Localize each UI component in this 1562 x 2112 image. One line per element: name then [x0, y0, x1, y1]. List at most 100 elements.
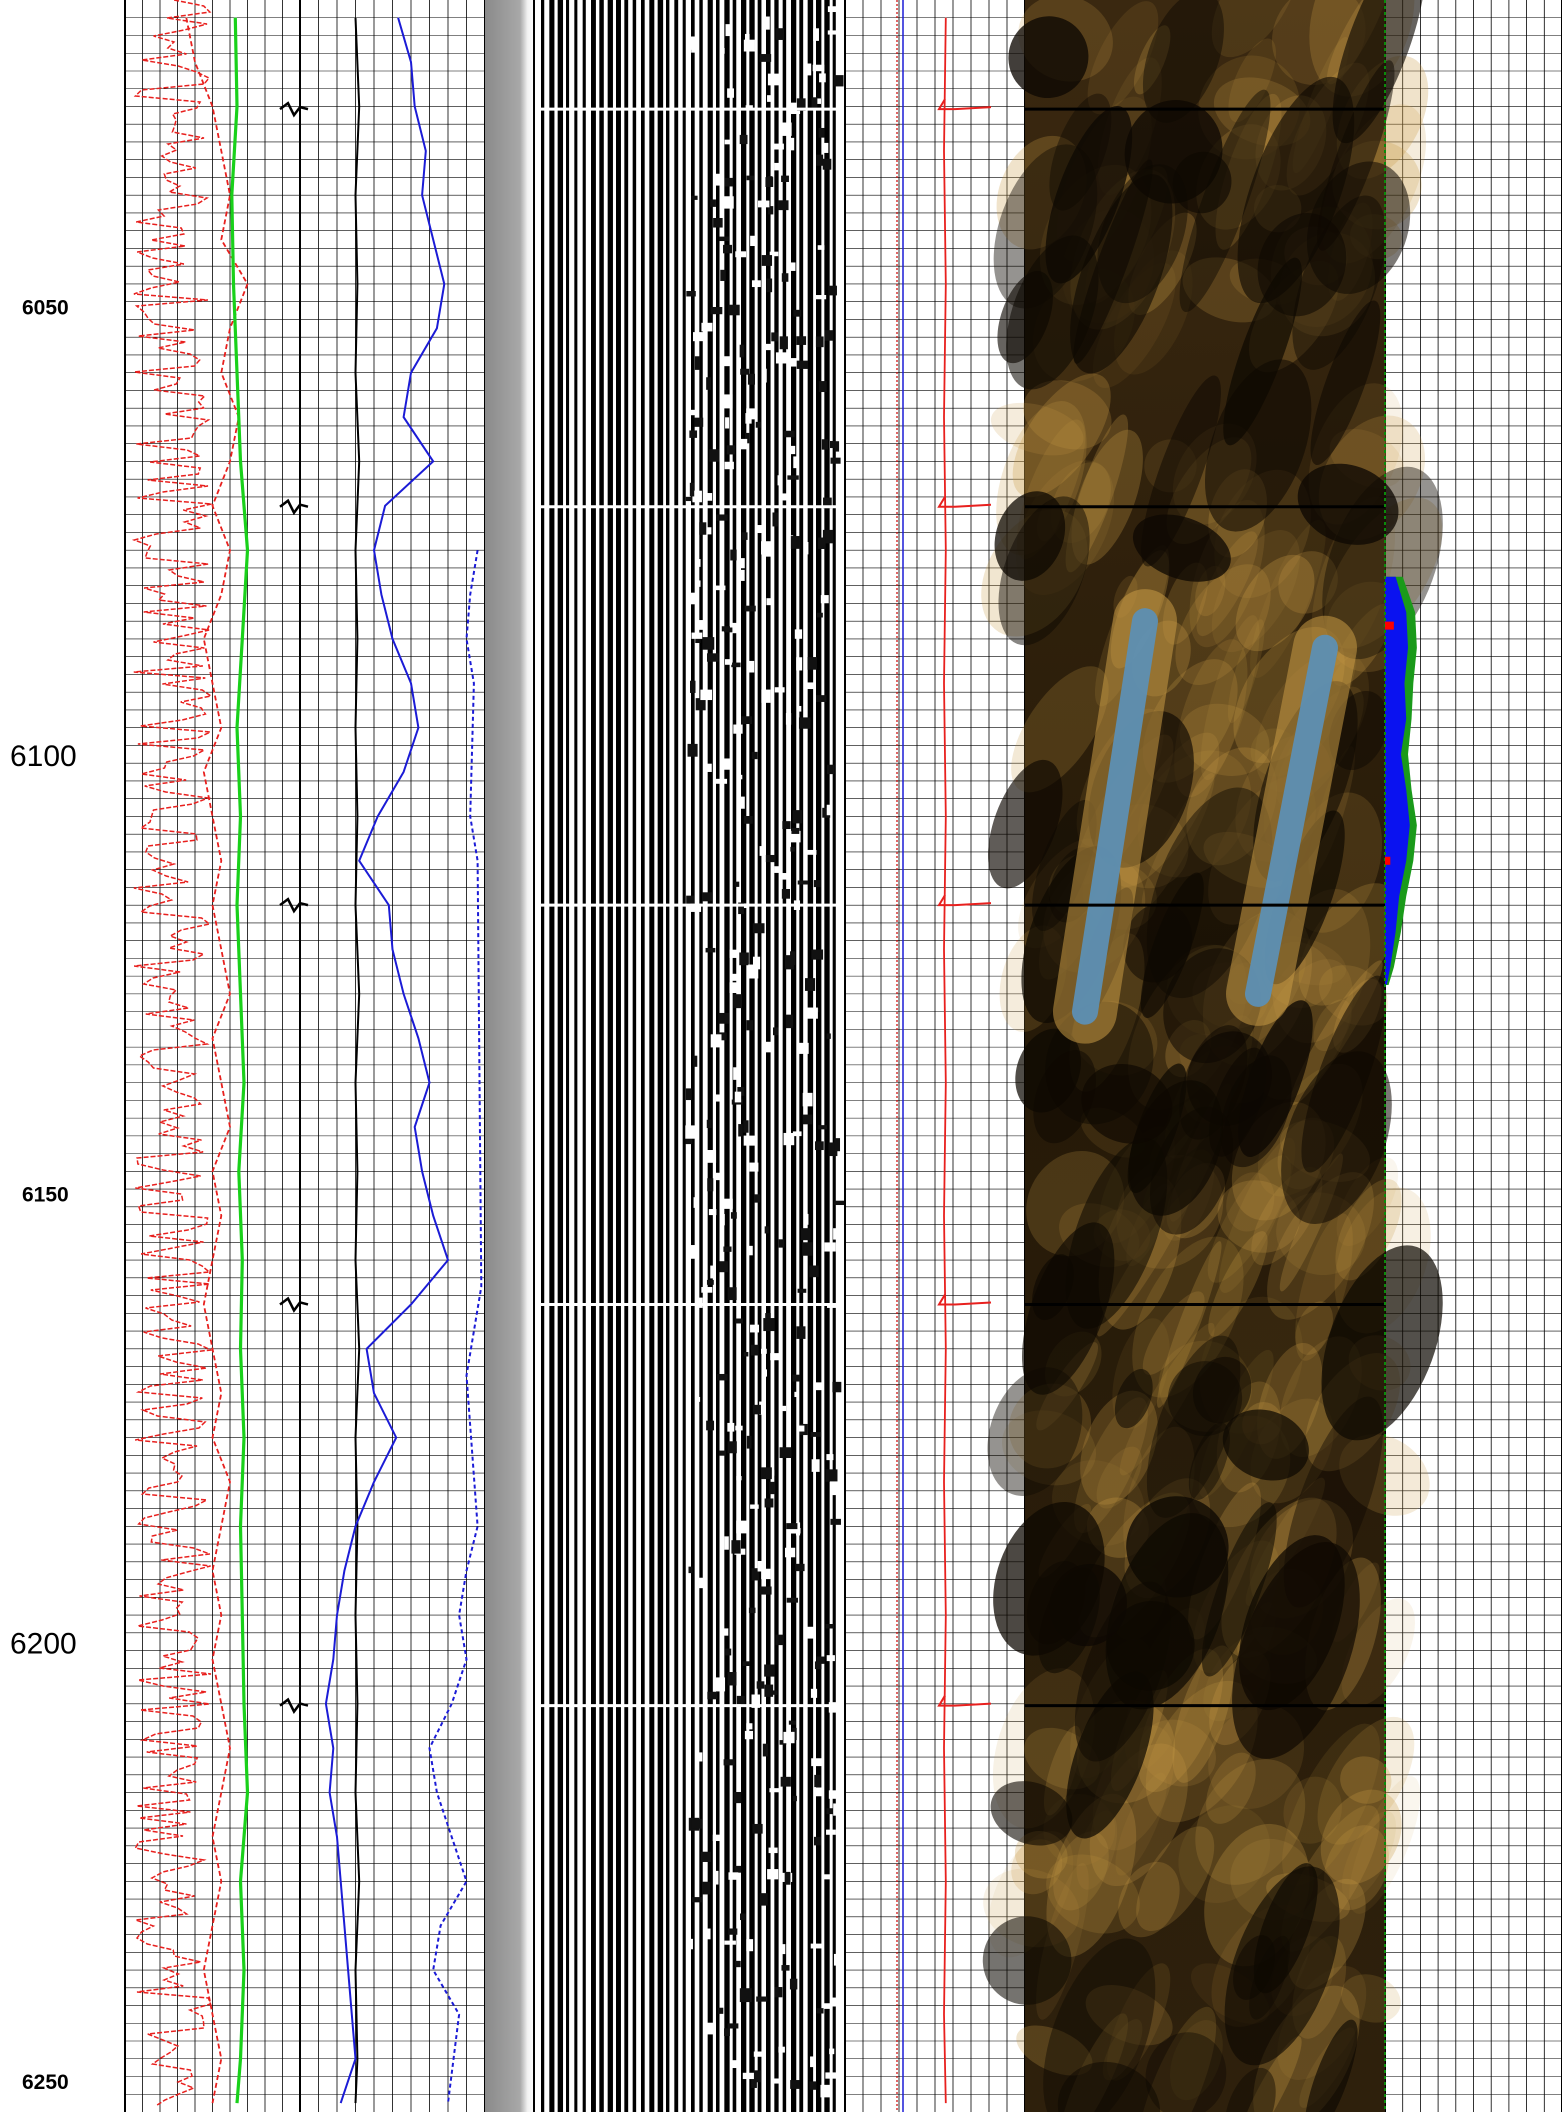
waveform-noise	[736, 1476, 742, 1481]
waveform-noise	[788, 358, 797, 367]
waveform-noise	[764, 1664, 775, 1677]
depth-label: 6150	[22, 1184, 69, 1207]
waveform-noise	[765, 1313, 771, 1319]
waveform-noise	[717, 1373, 728, 1381]
depth-labels: 6050 6100 6150 6200 6250	[10, 296, 77, 2094]
waveform-noise	[826, 1454, 834, 1461]
waveform-noise	[715, 585, 726, 591]
waveform-stripe	[774, 0, 779, 2112]
waveform-stripe	[599, 0, 604, 2112]
waveform-noise	[823, 1874, 831, 1880]
waveform-noise	[689, 430, 698, 438]
waveform-noise	[695, 580, 701, 587]
waveform-noise	[820, 2084, 832, 2098]
waveform-noise	[706, 377, 711, 390]
waveform-noise	[705, 947, 716, 953]
image-dark-patch	[1008, 16, 1089, 99]
waveform-noise	[779, 1740, 787, 1745]
image-dark-patch	[1142, 0, 1224, 123]
waveform-noise	[792, 810, 803, 824]
waveform-noise	[771, 1690, 778, 1695]
waveform-noise	[790, 2080, 800, 2089]
waveform-noise	[829, 1481, 841, 1496]
waveform-noise	[736, 1695, 745, 1705]
waveform-noise	[715, 1172, 725, 1181]
waveform-noise	[806, 849, 817, 855]
waveform-noise	[696, 1752, 703, 1762]
waveform-noise	[738, 558, 745, 569]
waveform-noise	[738, 902, 744, 915]
waveform-noise	[733, 724, 743, 734]
image-bright-patch	[1250, 519, 1326, 678]
waveform-noise	[784, 1871, 791, 1885]
waveform-noise	[736, 438, 748, 450]
waveform-noise	[788, 1720, 796, 1725]
image-dark-patch	[1304, 2019, 1358, 2112]
waveform-noise	[706, 653, 719, 662]
waveform-noise	[807, 657, 817, 670]
waveform-noise	[746, 1723, 753, 1730]
image-bright-patch	[1179, 703, 1270, 776]
waveform-noise	[786, 1597, 798, 1603]
image-dip-highlight	[1245, 634, 1338, 1007]
waveform-noise	[815, 336, 824, 348]
image-bright-patch	[1115, 1772, 1167, 1876]
image-bright-patch	[1001, 1410, 1097, 1486]
image-bright-patch	[1172, 1645, 1234, 1783]
waveform-noise	[739, 344, 745, 358]
waveform-noise	[832, 1381, 842, 1393]
image-bright-patch	[1341, 1811, 1396, 1900]
waveform-stripe	[649, 0, 655, 2112]
waveform-noise	[740, 569, 745, 581]
waveform-noise	[731, 662, 741, 668]
image-dark-patch	[1043, 1938, 1156, 2112]
waveform-noise	[797, 880, 809, 885]
waveform-stripe	[749, 0, 755, 2112]
image-bright-patch	[1277, 1966, 1367, 2080]
waveform-noise	[719, 236, 729, 242]
waveform-noise	[778, 1239, 785, 1248]
waveform-noise	[733, 1067, 740, 1080]
image-bright-patch	[1085, 1985, 1173, 2046]
image-dark-patch	[997, 270, 1053, 364]
waveform-noise	[781, 888, 791, 899]
waveform-noise	[802, 1242, 813, 1256]
waveform-noise	[725, 1648, 732, 1656]
waveform-noise	[744, 1730, 754, 1740]
waveform-noise	[826, 804, 832, 816]
image-bright-patch	[1175, 564, 1271, 685]
waveform-noise	[828, 1790, 841, 1799]
waveform-noise	[830, 457, 841, 464]
image-bright-patch	[1050, 462, 1111, 543]
waveform-noise	[702, 637, 715, 650]
histogram-blue-area	[1385, 576, 1410, 986]
image-bright-patch	[1106, 1963, 1171, 2081]
waveform-noise	[688, 1938, 693, 1950]
image-bright-patch	[1339, 1434, 1430, 1516]
waveform-noise	[724, 461, 734, 470]
waveform-noise	[728, 1928, 738, 1935]
waveform-noise	[768, 206, 774, 215]
waveform-stripe	[791, 0, 797, 2112]
image-dark-patch	[1222, 1409, 1309, 1481]
red-curve-spike	[937, 98, 992, 111]
waveform-noise	[766, 598, 774, 606]
waveform-noise	[826, 1808, 836, 1815]
image-bright-patch	[1046, 1854, 1140, 1934]
waveform-noise	[811, 1758, 823, 1767]
waveform-track	[535, 0, 846, 2112]
waveform-noise	[752, 956, 761, 970]
waveform-noise	[810, 1688, 818, 1698]
image-bright-patch	[1282, 1723, 1381, 1887]
image-bright-patch	[1228, 38, 1276, 123]
waveform-noise	[823, 2003, 832, 2009]
waveform-noise	[814, 1787, 824, 1797]
waveform-noise	[736, 1520, 748, 1534]
curve-dashed-blue	[428, 550, 483, 2104]
waveform-noise	[834, 1138, 841, 1152]
image-dark-patch	[1070, 174, 1173, 374]
waveform-noise	[774, 866, 781, 873]
waveform-noise	[809, 1265, 819, 1278]
image-bright-patch	[1016, 2025, 1093, 2076]
waveform-noise	[819, 73, 826, 83]
